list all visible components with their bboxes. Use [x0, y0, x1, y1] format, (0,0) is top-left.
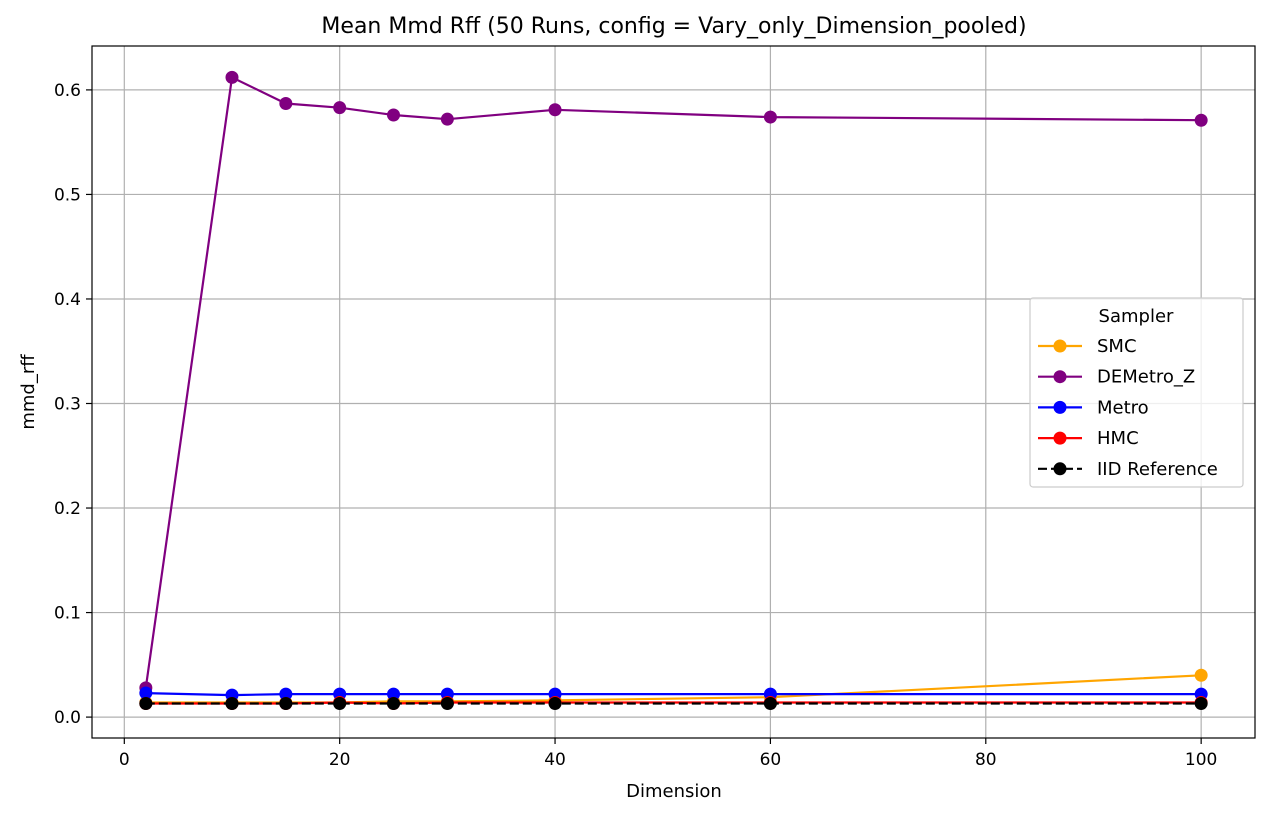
data-point-demetro-z	[1194, 113, 1208, 127]
x-axis-label: Dimension	[626, 781, 722, 802]
data-point-iid-reference	[225, 697, 239, 711]
series-layer	[139, 70, 1208, 711]
legend-label-demetro-z: DEMetro_Z	[1097, 367, 1195, 388]
data-point-iid-reference	[279, 697, 293, 711]
legend-label-iid-reference: IID Reference	[1097, 459, 1218, 480]
legend-title: Sampler	[1099, 306, 1174, 327]
legend-label-smc: SMC	[1097, 336, 1137, 357]
x-tick-label: 60	[760, 750, 782, 770]
data-point-metro	[139, 686, 153, 700]
series-line-metro	[145, 692, 1202, 697]
data-point-smc	[1194, 668, 1208, 682]
y-tick-label: 0.1	[54, 604, 81, 624]
data-point-demetro-z	[548, 103, 562, 117]
y-tick-label: 0.5	[54, 185, 81, 205]
y-tick-label: 0.6	[54, 81, 81, 101]
legend-label-metro: Metro	[1097, 397, 1149, 418]
legend-frame	[1029, 297, 1244, 488]
data-point-iid-reference	[440, 697, 454, 711]
y-tick-label: 0.2	[54, 499, 81, 519]
legend-marker-iid-reference	[1053, 462, 1067, 476]
x-tick-label: 100	[1185, 750, 1217, 770]
legend-marker-hmc	[1053, 431, 1067, 445]
data-point-iid-reference	[548, 697, 562, 711]
data-point-demetro-z	[387, 108, 401, 122]
data-point-demetro-z	[333, 101, 347, 115]
data-point-iid-reference	[1194, 697, 1208, 711]
x-tick-label: 40	[544, 750, 566, 770]
data-point-metro	[279, 687, 293, 701]
legend: Sampler SMC DEMetro_Z Metro HMC IID Referenc…	[1029, 297, 1244, 488]
data-point-iid-reference	[763, 697, 777, 711]
data-point-demetro-z	[440, 112, 454, 126]
legend-entries: SMC DEMetro_Z Metro HMC IID Reference	[1038, 336, 1218, 480]
data-point-demetro-z	[279, 96, 293, 110]
legend-marker-smc	[1053, 339, 1067, 353]
plot-frame	[91, 45, 1256, 739]
x-tick-label: 80	[975, 750, 997, 770]
legend-label-hmc: HMC	[1097, 428, 1139, 449]
y-tick-label: 0.4	[54, 290, 81, 310]
x-tick-label: 20	[329, 750, 351, 770]
data-point-demetro-z	[225, 70, 239, 84]
y-tick-label: 0.0	[54, 708, 81, 728]
tick-layer: 0 20 40 60 80 100 0.0 0.1 0.2 0.3 0.4 0.5 0.6	[54, 81, 1217, 770]
data-point-demetro-z	[763, 110, 777, 124]
y-tick-label: 0.3	[54, 394, 81, 414]
data-point-metro	[387, 687, 401, 701]
legend-marker-metro	[1053, 400, 1067, 414]
data-point-iid-reference	[333, 697, 347, 711]
y-axis-label: mmd_rff	[18, 354, 39, 430]
data-point-iid-reference	[387, 697, 401, 711]
x-tick-label: 0	[119, 750, 130, 770]
data-point-iid-reference	[139, 697, 153, 711]
chart-title: Mean Mmd Rff (50 Runs, config = Vary_onl…	[321, 14, 1026, 39]
legend-marker-demetro-z	[1053, 370, 1067, 384]
